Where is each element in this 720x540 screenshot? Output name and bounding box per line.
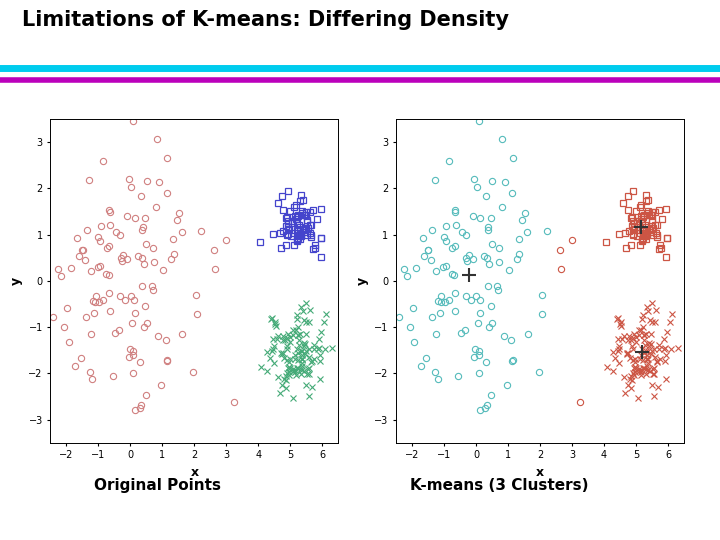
Y-axis label: y: y <box>10 276 23 285</box>
X-axis label: x: x <box>190 466 199 479</box>
Text: K-means (3 Clusters): K-means (3 Clusters) <box>410 478 589 493</box>
Text: Original Points: Original Points <box>94 478 220 493</box>
X-axis label: x: x <box>536 466 544 479</box>
Y-axis label: y: y <box>356 276 369 285</box>
Text: Limitations of K-means: Differing Density: Limitations of K-means: Differing Densit… <box>22 10 508 30</box>
